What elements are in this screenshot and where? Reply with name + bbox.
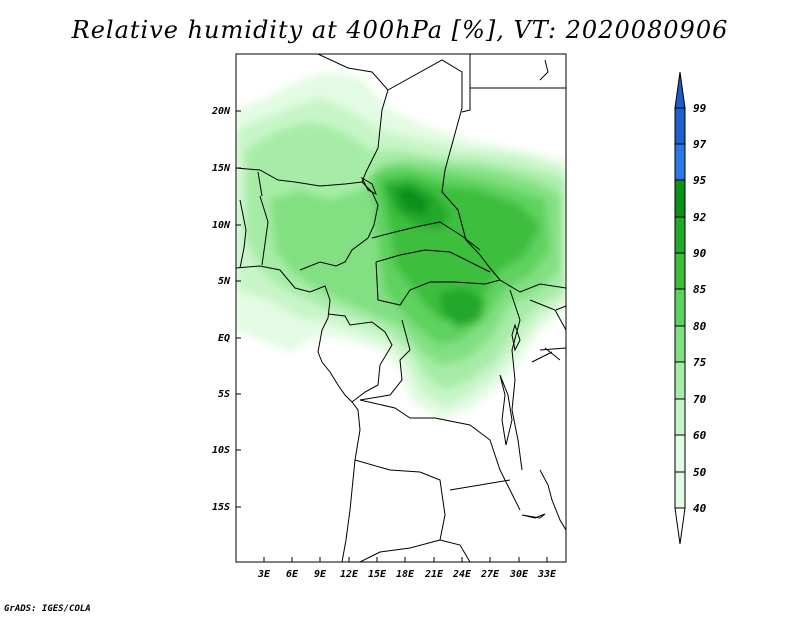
border-drc: [359, 319, 521, 511]
lon-label-33e: 33E: [537, 569, 557, 580]
lakes: [499, 323, 546, 519]
colorbar-label-97: 97: [693, 138, 707, 151]
colorbar-bottom-arrow: [674, 507, 686, 545]
lat-label-15s: 15S: [212, 502, 230, 513]
lat-label-15n: 15N: [212, 163, 231, 174]
border-egypt: [461, 54, 566, 113]
map-title: Relative humidity at 400hPa [%], VT: 202…: [71, 16, 729, 44]
lat-label-10n: 10N: [212, 220, 231, 231]
colorbar-segment-40-50: [674, 471, 686, 509]
colorbar-label-95: 95: [693, 174, 707, 187]
lon-label-6e: 6E: [286, 569, 299, 580]
border-east: [509, 289, 566, 471]
lat-label-5s: 5S: [218, 389, 230, 400]
border-congo: [327, 313, 393, 403]
border-angola: [354, 459, 511, 562]
lat-label-20n: 20N: [211, 106, 231, 117]
border-chad-sudan: [387, 59, 566, 293]
lon-label-21e: 21E: [424, 569, 444, 580]
boundaries: [236, 54, 566, 562]
colorbar-segment-60-70: [674, 398, 686, 436]
colorbar-label-70: 70: [693, 393, 707, 406]
colorbar-label-75: 75: [693, 356, 707, 369]
colorbar-segment-90-92: [674, 216, 686, 254]
lon-label-9e: 9E: [314, 569, 327, 580]
lon-label-18e: 18E: [396, 569, 415, 580]
coastline-west: [236, 265, 361, 562]
lon-label-27e: 27E: [480, 569, 500, 580]
colorbar-top-arrow: [674, 71, 686, 109]
colorbar-segment-85-90: [674, 252, 686, 290]
lon-label-30e: 30E: [509, 569, 529, 580]
lon-label-15e: 15E: [368, 569, 387, 580]
humidity-field: [236, 72, 566, 420]
border-libya-chad: [317, 54, 389, 183]
colorbar-label-80: 80: [693, 320, 707, 333]
longitude-axis: 3E 6E 9E 12E 15E 18E 21E 24E 27E 30E 33E: [257, 557, 557, 580]
lon-label-24e: 24E: [452, 569, 472, 580]
map-frame: [235, 53, 567, 563]
rh-90-92: [395, 188, 428, 214]
colorbar-segment-95-97: [674, 143, 686, 181]
colorbar-segment-50-60: [674, 434, 686, 473]
colorbar: [674, 71, 686, 545]
lon-label-3e: 3E: [257, 569, 271, 580]
colorbar-label-50: 50: [693, 466, 707, 479]
rh-85-90-south: [440, 288, 485, 328]
lat-label-5n: 5N: [218, 276, 231, 287]
colorbar-labels: 99 97 95 92 90 85 80 75 70 60 50 40: [693, 102, 707, 515]
border-west-coast: [239, 171, 269, 269]
lat-label-10s: 10S: [212, 445, 230, 456]
chad-lake: [360, 176, 377, 196]
colorbar-segment-92-95: [674, 179, 686, 218]
colorbar-label-99: 99: [693, 102, 707, 115]
colorbar-label-92: 92: [693, 211, 707, 224]
colorbar-segment-70-75: [674, 361, 686, 400]
colorbar-segment-97-99: [674, 107, 686, 145]
coast-east: [539, 59, 566, 531]
colorbar-segment-75-80: [674, 325, 686, 363]
colorbar-label-60: 60: [693, 429, 707, 442]
lon-label-12e: 12E: [340, 569, 359, 580]
colorbar-label-85: 85: [693, 283, 707, 296]
latitude-axis: 20N 15N 10N 5N EQ 5S 10S 15S: [211, 106, 241, 513]
border-sahel: [236, 167, 379, 271]
colorbar-label-40: 40: [693, 502, 707, 515]
grads-credit: GrADS: IGES/COLA: [4, 604, 91, 614]
lat-label-eq: EQ: [218, 333, 230, 344]
colorbar-segment-80-85: [674, 288, 686, 327]
border-car: [371, 221, 501, 306]
colorbar-label-90: 90: [693, 247, 707, 260]
